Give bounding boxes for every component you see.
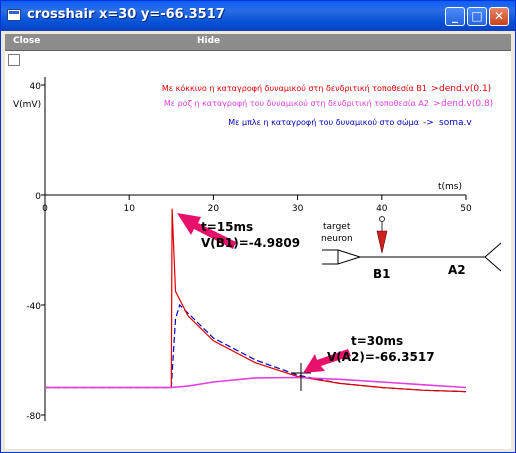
diagram-a2-label: A2 [448, 263, 466, 277]
x-tick-label: 50 [460, 204, 472, 214]
panel-checkbox[interactable] [8, 54, 20, 66]
legend-arrow-blue: -> [423, 118, 434, 128]
electrode-icon [376, 230, 388, 254]
x-tick-label: 40 [376, 204, 388, 214]
crosshair [291, 363, 311, 391]
x-axis-label: t(ms) [438, 182, 462, 192]
legend-arrow-red: > [431, 84, 439, 94]
legend-arrow-pink: > [433, 99, 441, 109]
annotation2-value: V(A2)=-66.3517 [327, 350, 435, 364]
graph-canvas[interactable]: 0 10 20 30 40 50 40 0 -40 -80 V(mV) t(ms) Με κόκκ… [5, 51, 511, 449]
legend-var-red: dend.v(0.1) [439, 84, 491, 94]
close-menu-button[interactable]: Close [13, 36, 41, 46]
annotation-a2: t=30ms V(A2)=-66.3517 [303, 334, 435, 373]
graph-panel[interactable]: 0 10 20 30 40 50 40 0 -40 -80 V(mV) t(ms) Με κόκκ… [5, 51, 511, 449]
menu-bar: Close Hide [5, 34, 511, 51]
diagram-b1-label: B1 [373, 267, 391, 281]
minimize-button[interactable]: _ [445, 7, 465, 26]
maximize-button[interactable]: □ [467, 7, 487, 26]
annotation1-value: V(B1)=-4.9809 [201, 236, 300, 250]
title-bar[interactable]: crosshair x=30 y=-66.3517 _ □ ✕ [1, 1, 515, 31]
legend-text-red: Με κόκκινο η καταγροφή δυναμικού στη δεν… [162, 83, 427, 93]
diagram-neuron-label: neuron [321, 234, 353, 244]
annotation-b1: t=15ms V(B1)=-4.9809 [177, 213, 300, 250]
y-tick-label: 40 [30, 82, 42, 92]
annotation2-time: t=30ms [351, 334, 403, 348]
legend-var-pink: dend.v(0.8) [441, 99, 493, 109]
pink-arrow-a2-icon [303, 349, 351, 373]
legend-var-blue: soma.v [439, 118, 472, 128]
legend-text-blue: Με μπλε η καταγροφή του δυναμικού στο σώ… [228, 117, 419, 127]
window-title: crosshair x=30 y=-66.3517 [27, 7, 225, 22]
x-tick-label: 20 [208, 204, 220, 214]
x-tick-label: 0 [42, 204, 48, 214]
neuron-diagram: target neuron B1 A2 [321, 216, 502, 281]
y-tick-label: 0 [35, 192, 41, 202]
annotation1-time: t=15ms [201, 220, 253, 234]
close-window-button[interactable]: ✕ [489, 7, 509, 26]
y-tick-label: -40 [26, 302, 41, 312]
series-line-dend-v-0-1- [45, 208, 467, 393]
hide-menu-button[interactable]: Hide [197, 36, 221, 46]
x-tick-label: 10 [123, 204, 135, 214]
x-tick-label: 30 [292, 204, 304, 214]
y-axis-label: V(mV) [13, 100, 41, 110]
legend-text-pink: Με ροζ η καταγροφή του δυναμικού στη δεν… [164, 98, 429, 108]
diagram-target-label: target [323, 222, 351, 232]
series-line-dend-v-0-8- [45, 376, 467, 389]
y-tick-label: -80 [26, 412, 41, 422]
pink-arrow-b1-icon [177, 213, 236, 249]
window-icon [7, 9, 21, 21]
